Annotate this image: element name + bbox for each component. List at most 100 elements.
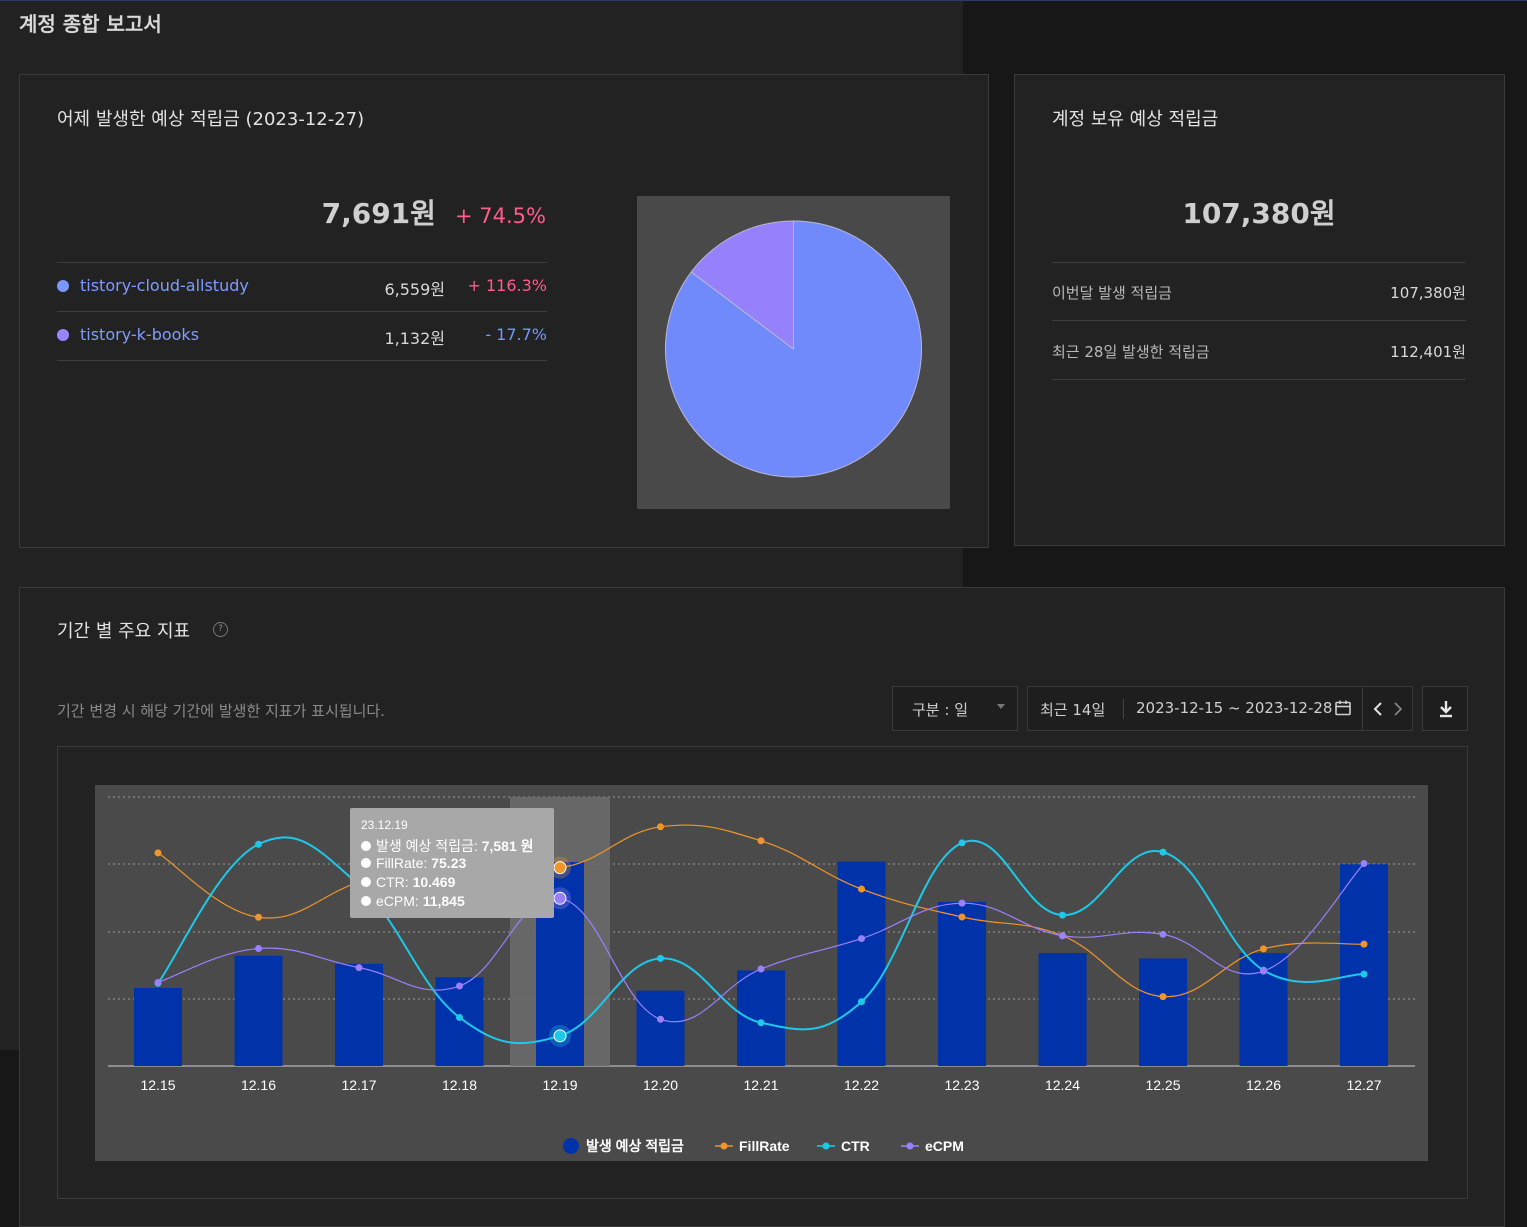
point-ctr[interactable] [1360,970,1368,978]
chevron-right-icon[interactable] [1391,700,1405,718]
point-fillrate[interactable] [154,849,162,857]
tooltip-dot [361,841,371,851]
point-ctr[interactable] [858,998,865,1006]
point-ecpm[interactable] [858,935,865,943]
tooltip-line: CTR: 10.469 [361,874,455,890]
pie-slice[interactable] [690,220,794,351]
point-fillrate[interactable] [1159,993,1167,1001]
balance-row: 이번달 발생 적립금 107,380원 [1052,262,1466,321]
tooltip-dot [361,858,371,868]
point-ctr[interactable] [757,1019,765,1027]
yesterday-title: 어제 발생한 예상 적립금 (2023-12-27) [57,109,365,130]
tooltip-label: 발생 예상 적립금: [376,838,482,854]
x-tick-label: 12.17 [341,1077,376,1093]
x-tick-label: 12.26 [1246,1077,1281,1093]
bar-earnings[interactable] [837,861,886,1066]
tooltip-line: 발생 예상 적립금: 7,581 원 [361,836,534,856]
question-circle-icon[interactable]: ? [213,622,228,637]
division-select[interactable]: 구분 : 일 [892,686,1018,731]
date-range-text[interactable]: 2023-12-15 ~ 2023-12-28 [1136,699,1333,717]
point-fillrate[interactable] [757,837,765,845]
point-ctr[interactable] [958,839,966,847]
date-range-picker[interactable]: 최근 14일 2023-12-15 ~ 2023-12-28 [1027,686,1413,731]
x-tick-label: 12.24 [1045,1077,1080,1093]
legend-label: eCPM [925,1138,964,1154]
nav-divider [1362,687,1363,730]
bar-earnings[interactable] [1038,953,1087,1066]
blog-row[interactable]: tistory-k-books 1,132원 - 17.7% [57,311,547,361]
legend-item[interactable]: FillRate [715,1138,790,1154]
x-tick-label: 12.25 [1145,1077,1180,1093]
top-border [0,0,1527,1]
calendar-icon[interactable] [1334,699,1352,717]
point-ctr[interactable] [553,1029,567,1043]
x-tick-label: 12.15 [140,1077,175,1093]
legend-label: FillRate [739,1138,790,1154]
chevron-left-icon[interactable] [1371,700,1385,718]
point-ctr[interactable] [456,1013,463,1021]
yesterday-amount-group: 7,691원 + 74.5% [322,192,546,232]
balance-table-top-border [1052,262,1466,263]
point-ctr[interactable] [657,954,664,962]
balance-row-value: 112,401원 [1390,343,1466,361]
blog-share-pie-chart [637,196,950,509]
blog-change: + 116.3% [467,276,548,295]
download-icon [1440,701,1452,718]
point-ecpm[interactable] [154,978,162,986]
legend-item[interactable]: eCPM [901,1138,964,1154]
point-ctr[interactable] [1059,911,1066,919]
yesterday-change: + 74.5% [455,204,546,228]
bar-earnings[interactable] [435,977,484,1066]
blog-name-link[interactable]: tistory-cloud-allstudy [80,276,249,295]
blog-color-dot [57,280,69,292]
blog-row[interactable]: tistory-cloud-allstudy 6,559원 + 116.3% [57,262,547,312]
bar-earnings[interactable] [1340,864,1388,1066]
legend-item[interactable]: 발생 예상 적립금 [563,1138,684,1154]
point-ecpm[interactable] [1159,930,1167,938]
point-ctr[interactable] [1159,848,1167,856]
legend-item[interactable]: CTR [817,1138,870,1154]
x-tick-label: 12.22 [844,1077,879,1093]
bar-earnings[interactable] [1139,958,1187,1066]
blog-amount: 1,132원 [384,329,445,348]
balance-row-label: 이번달 발생 적립금 [1052,284,1172,302]
point-fillrate[interactable] [1260,945,1267,953]
point-ecpm[interactable] [553,891,567,905]
point-ecpm[interactable] [456,982,463,990]
point-fillrate[interactable] [255,913,262,921]
point-ecpm[interactable] [255,944,262,952]
point-ecpm[interactable] [757,965,765,973]
bar-earnings[interactable] [938,901,986,1066]
point-fillrate[interactable] [958,913,966,921]
point-ecpm[interactable] [1059,932,1066,940]
point-ecpm[interactable] [657,1015,664,1023]
point-ecpm[interactable] [1260,967,1267,975]
tooltip-label: eCPM: [376,893,423,909]
bar-earnings[interactable] [234,955,283,1066]
point-ecpm[interactable] [355,964,363,972]
bar-earnings[interactable] [636,990,685,1066]
series-line-ecpm [157,863,1365,1023]
point-fillrate[interactable] [858,885,865,893]
blog-change: - 17.7% [485,325,547,344]
bar-earnings[interactable] [335,963,383,1066]
bar-earnings[interactable] [737,970,785,1066]
point-fillrate[interactable] [1360,940,1368,948]
legend-marker [563,1138,579,1154]
bar-earnings[interactable] [134,987,182,1066]
period-label[interactable]: 최근 14일 [1040,701,1106,719]
x-tick-label: 12.27 [1346,1077,1381,1093]
download-button[interactable] [1422,686,1468,731]
point-fillrate[interactable] [657,823,664,831]
blog-table-top-border [57,262,547,263]
legend-label: 발생 예상 적립금 [586,1138,684,1154]
balance-row: 최근 28일 발생한 적립금 112,401원 [1052,321,1466,380]
tooltip-value: 10.469 [412,874,456,890]
point-ctr[interactable] [255,840,262,848]
blog-name-link[interactable]: tistory-k-books [80,325,200,344]
point-ecpm[interactable] [1360,860,1368,868]
balance-row-value: 107,380원 [1390,284,1466,302]
point-ecpm[interactable] [958,899,966,907]
metrics-combo-chart: 12.15 12.16 12.17 12.18 12.19 12.20 12.21 12.22… [95,785,1428,1161]
point-fillrate[interactable] [553,861,567,875]
